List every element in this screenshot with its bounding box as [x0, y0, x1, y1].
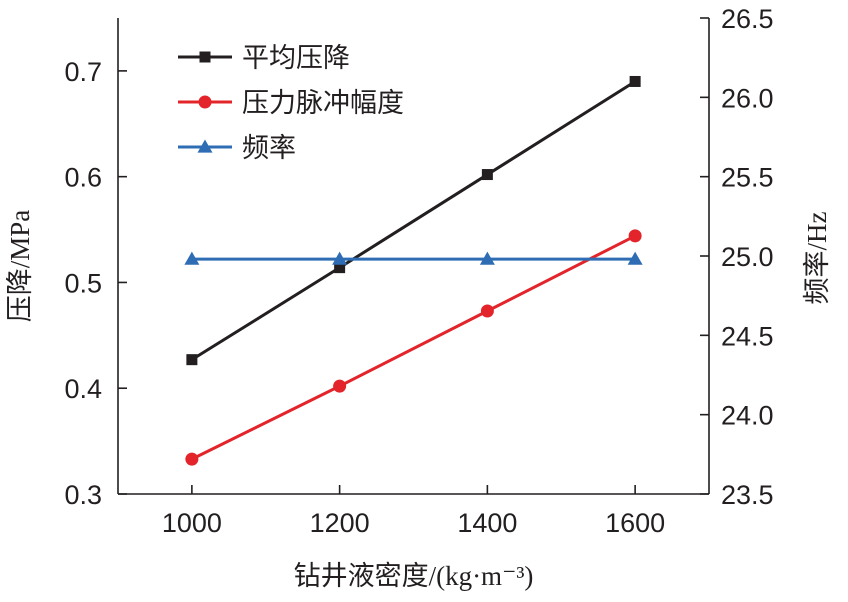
series-line	[190, 234, 637, 461]
legend-item: 压力脉冲幅度	[178, 88, 404, 118]
data-point-marker	[629, 75, 641, 87]
data-point-marker	[334, 262, 346, 274]
legend-swatch-marker	[198, 95, 212, 109]
right-y-tick-label: 24.0	[721, 401, 774, 431]
legend-item: 平均压降	[178, 43, 350, 73]
right-y-tick-label: 23.5	[721, 480, 774, 510]
right-y-tick-label: 26.0	[721, 83, 774, 113]
right-y-tick-label: 24.5	[721, 321, 774, 351]
x-tick-label: 1600	[605, 508, 665, 538]
data-point-marker	[479, 251, 495, 265]
x-tick-label: 1200	[310, 508, 370, 538]
left-y-tick-label: 0.5	[64, 268, 102, 298]
data-point-marker	[186, 354, 198, 366]
series-2	[185, 229, 642, 466]
legend-swatch-marker	[199, 51, 211, 63]
legend-label: 平均压降	[242, 43, 350, 73]
x-axis-title: 钻井液密度/(kg·m⁻³)	[294, 561, 534, 591]
left-y-axis-title: 压降/MPa	[5, 210, 35, 323]
series-3	[184, 251, 643, 265]
plot-series	[184, 75, 643, 466]
legend-swatch-marker	[197, 139, 213, 153]
left-y-tick-label: 0.3	[64, 480, 102, 510]
x-tick-label: 1000	[162, 508, 222, 538]
left-y-tick-label: 0.7	[64, 57, 102, 87]
left-y-tick-label: 0.4	[64, 374, 102, 404]
left-y-tick-label: 0.6	[64, 163, 102, 193]
axes: 1000 1200 1400 1600 0.3 0.4 0.5 0.6 0.7 23.5 24.0 2…	[5, 4, 832, 591]
data-point-marker	[480, 304, 494, 318]
series-line	[190, 79, 637, 362]
data-point-marker	[481, 169, 493, 181]
data-point-marker	[184, 251, 200, 265]
right-y-tick-label: 25.0	[721, 242, 774, 272]
legend-item: 频率	[178, 133, 296, 163]
legend-label: 频率	[242, 133, 296, 163]
right-y-axis-title: 频率/Hz	[802, 211, 832, 304]
right-y-tick-label: 25.5	[721, 163, 774, 193]
data-point-marker	[628, 229, 642, 243]
data-point-marker	[627, 251, 643, 265]
data-point-marker	[333, 379, 347, 393]
series-1	[186, 75, 641, 366]
x-tick-label: 1400	[457, 508, 517, 538]
data-point-marker	[332, 251, 348, 265]
data-point-marker	[185, 452, 199, 466]
right-y-tick-label: 26.5	[721, 4, 774, 34]
legend-label: 压力脉冲幅度	[242, 88, 404, 118]
